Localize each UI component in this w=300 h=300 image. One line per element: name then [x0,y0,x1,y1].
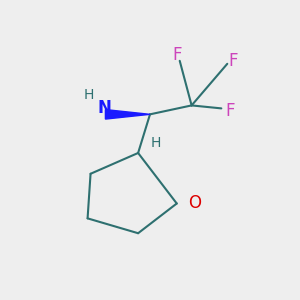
Text: F: F [226,102,235,120]
Text: H: H [84,88,94,102]
Text: O: O [188,194,201,212]
Polygon shape [105,110,150,119]
Text: N: N [98,99,112,117]
Text: F: F [172,46,182,64]
Text: F: F [229,52,238,70]
Text: H: H [151,136,161,150]
